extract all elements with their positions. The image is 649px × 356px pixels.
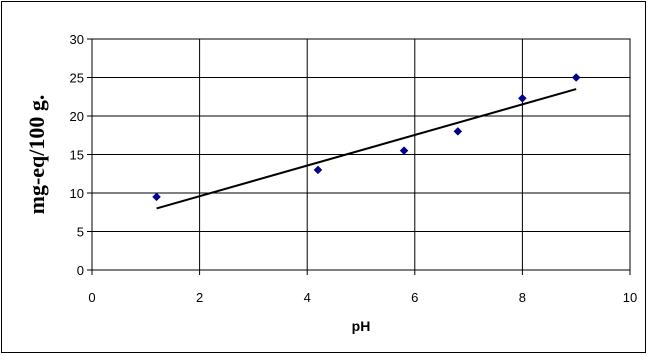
data-point — [453, 127, 463, 136]
x-tick-label: 6 — [411, 290, 418, 305]
y-axis-ticks: 0 5 10 15 20 25 30 — [70, 32, 92, 278]
y-tick-label: 0 — [77, 263, 84, 278]
y-tick-label: 5 — [77, 225, 84, 240]
x-tick-label: 4 — [304, 290, 311, 305]
x-tick-label: 10 — [623, 290, 637, 305]
x-tick-label: 2 — [196, 290, 203, 305]
y-tick-label: 25 — [70, 71, 84, 86]
data-point — [399, 146, 409, 156]
data-point — [518, 93, 527, 103]
data-points — [152, 73, 581, 202]
y-tick-label: 15 — [70, 148, 84, 163]
y-tick-label: 30 — [70, 32, 84, 47]
data-point — [152, 192, 161, 202]
trendline — [156, 88, 577, 210]
x-tick-label: 8 — [519, 290, 526, 305]
x-axis-label: pH — [352, 318, 371, 334]
grid — [91, 38, 631, 271]
y-axis-label: mg-eq/100 g. — [24, 95, 49, 215]
y-tick-label: 20 — [70, 109, 84, 124]
data-point — [313, 165, 323, 175]
y-tick-label: 10 — [70, 186, 84, 201]
data-point — [571, 73, 581, 82]
x-axis-ticks: 0 2 4 6 8 10 — [88, 270, 637, 305]
x-tick-label: 0 — [88, 290, 95, 305]
